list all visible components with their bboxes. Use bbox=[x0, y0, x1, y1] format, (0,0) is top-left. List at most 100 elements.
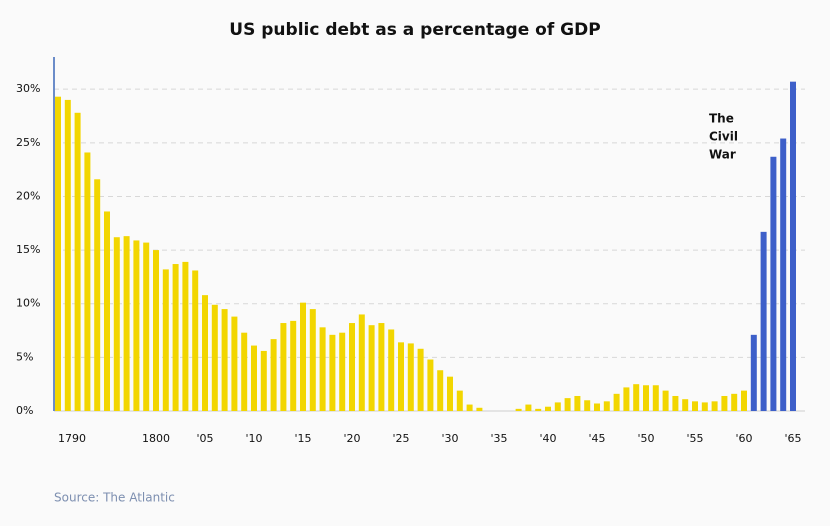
x-tick-label: '15 bbox=[294, 432, 311, 445]
bar bbox=[741, 390, 747, 411]
x-tick-label: '45 bbox=[588, 432, 605, 445]
bar bbox=[398, 342, 404, 411]
x-tick-label: '10 bbox=[245, 432, 262, 445]
x-tick-label: '30 bbox=[441, 432, 458, 445]
bar bbox=[143, 242, 150, 411]
bar bbox=[74, 112, 81, 412]
bar bbox=[652, 385, 659, 411]
annotation: War bbox=[709, 148, 736, 162]
y-tick-label: 15% bbox=[16, 243, 40, 256]
bar bbox=[123, 236, 130, 411]
bar bbox=[417, 348, 424, 411]
bar bbox=[251, 345, 257, 411]
bar bbox=[701, 402, 708, 411]
bar bbox=[584, 400, 591, 411]
bar bbox=[594, 403, 600, 411]
bar bbox=[113, 237, 120, 411]
bar bbox=[633, 384, 640, 411]
y-tick-label: 20% bbox=[16, 189, 40, 202]
bar bbox=[153, 250, 159, 411]
bar bbox=[623, 387, 630, 411]
bar bbox=[456, 390, 463, 411]
bar bbox=[476, 407, 483, 411]
bar bbox=[750, 334, 757, 411]
bar bbox=[643, 385, 649, 411]
bar bbox=[427, 359, 434, 411]
bar bbox=[221, 309, 228, 411]
bar bbox=[231, 316, 238, 411]
bar bbox=[545, 406, 551, 411]
bar bbox=[349, 323, 355, 411]
bar bbox=[172, 264, 179, 411]
y-tick-label: 25% bbox=[16, 136, 40, 149]
bar bbox=[211, 304, 218, 411]
bar bbox=[280, 323, 287, 411]
bar bbox=[55, 96, 61, 411]
bar bbox=[672, 395, 679, 411]
bar bbox=[603, 401, 610, 411]
bar bbox=[192, 270, 199, 411]
x-tick-label: 1800 bbox=[142, 432, 170, 445]
bar bbox=[790, 81, 796, 411]
bar bbox=[574, 395, 581, 411]
bar bbox=[613, 393, 620, 411]
bar bbox=[94, 179, 101, 411]
bar bbox=[202, 295, 208, 411]
bar bbox=[300, 302, 306, 411]
y-tick-label: 0% bbox=[16, 404, 33, 417]
bar bbox=[692, 401, 698, 411]
bar bbox=[368, 325, 375, 411]
bar bbox=[447, 376, 453, 411]
bar bbox=[770, 156, 777, 411]
bar bbox=[388, 329, 395, 411]
bar bbox=[466, 404, 473, 411]
bar bbox=[437, 370, 444, 411]
bar bbox=[358, 314, 365, 411]
source: Source: The Atlantic bbox=[54, 491, 175, 505]
x-tick-label: '35 bbox=[490, 432, 507, 445]
bar bbox=[731, 393, 738, 411]
x-tick-label: '05 bbox=[196, 432, 213, 445]
bar bbox=[260, 350, 267, 411]
bar bbox=[515, 408, 522, 411]
x-tick-label: '25 bbox=[392, 432, 409, 445]
bar bbox=[309, 309, 316, 411]
bar bbox=[682, 399, 689, 411]
bar bbox=[662, 390, 669, 411]
bar bbox=[290, 320, 297, 411]
chart-title: US public debt as a percentage of GDP bbox=[229, 20, 600, 40]
x-tick-label: '40 bbox=[539, 432, 556, 445]
bar bbox=[564, 398, 571, 411]
bar bbox=[760, 231, 767, 411]
x-tick-label: '20 bbox=[343, 432, 360, 445]
x-tick-label: '65 bbox=[784, 432, 801, 445]
bar bbox=[162, 269, 169, 411]
bar bbox=[780, 138, 787, 411]
bar bbox=[133, 240, 140, 411]
x-tick-label: 1790 bbox=[58, 432, 86, 445]
bar bbox=[535, 408, 542, 411]
x-tick-label: '60 bbox=[735, 432, 752, 445]
bar bbox=[319, 327, 326, 411]
bar bbox=[721, 395, 728, 411]
bar bbox=[241, 332, 248, 411]
bar bbox=[104, 211, 110, 411]
y-tick-label: 5% bbox=[16, 350, 33, 363]
bar bbox=[407, 343, 414, 411]
annotation: The bbox=[709, 112, 734, 126]
bar bbox=[378, 323, 385, 411]
bar bbox=[64, 99, 71, 411]
y-tick-label: 10% bbox=[16, 297, 40, 310]
bar bbox=[270, 339, 277, 411]
bar bbox=[554, 402, 561, 411]
x-tick-label: '50 bbox=[637, 432, 654, 445]
bar bbox=[329, 334, 336, 411]
bar bbox=[339, 332, 346, 411]
annotation: Civil bbox=[709, 130, 738, 144]
bar bbox=[84, 152, 91, 412]
y-tick-label: 30% bbox=[16, 82, 40, 95]
x-tick-label: '55 bbox=[686, 432, 703, 445]
bar bbox=[525, 404, 532, 411]
bar bbox=[711, 401, 718, 411]
